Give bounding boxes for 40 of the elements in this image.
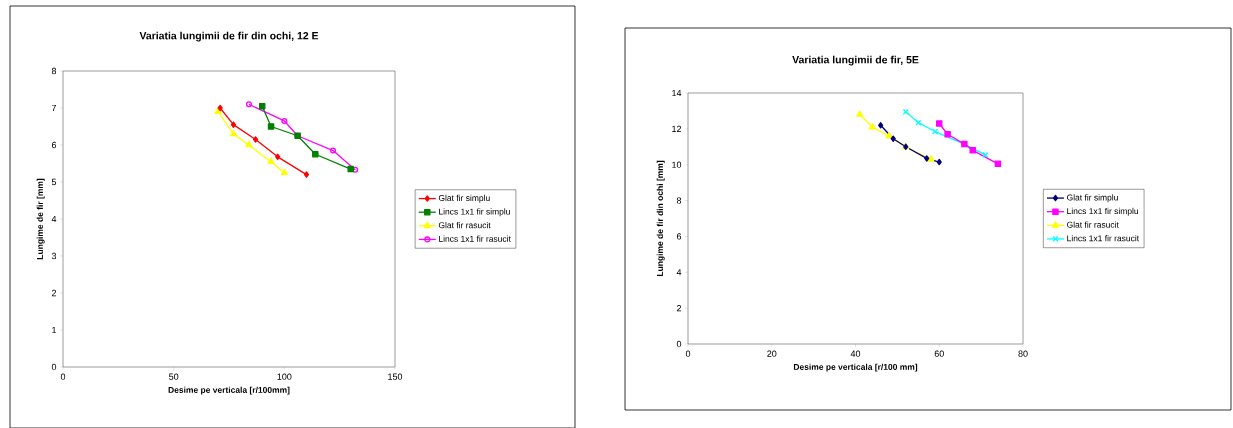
y-tick-label: 4 bbox=[676, 269, 682, 276]
y-axis-title: Lungime de fir [mm] bbox=[36, 178, 45, 260]
x-tick-label: 80 bbox=[1018, 350, 1028, 357]
y-tick-label: 1 bbox=[52, 326, 57, 334]
y-tick-label: 14 bbox=[672, 89, 682, 97]
x-tick-label: 150 bbox=[388, 373, 403, 380]
legend-label: Lincs 1x1 fir simplu bbox=[439, 208, 510, 217]
x-tick-label: 40 bbox=[850, 350, 861, 357]
y-tick-label: 12 bbox=[672, 125, 682, 132]
y-tick-label: 3 bbox=[51, 252, 57, 260]
y-tick-label: 2 bbox=[51, 289, 57, 297]
x-tick-label: 100 bbox=[277, 373, 292, 380]
y-axis-title: Lungime de fir din ochi [mm] bbox=[656, 160, 665, 277]
y-tick-label: 0 bbox=[51, 363, 57, 371]
y-tick-label: 6 bbox=[51, 141, 57, 149]
y-tick-label: 2 bbox=[676, 305, 682, 312]
y-tick-label: 8 bbox=[676, 197, 682, 204]
x-axis-title: Desime pe verticala [r/100 mm] bbox=[793, 363, 918, 372]
legend-label: Glat fir rasucit bbox=[438, 221, 491, 229]
chart-title: Variatia lungimii de fir, 5E bbox=[792, 55, 919, 66]
y-tick-label: 4 bbox=[51, 215, 57, 223]
legend-label: Lincs 1x1 fir simplu bbox=[1067, 207, 1139, 216]
legend-label: Lincs 1x1 fir rasucit bbox=[439, 235, 511, 242]
x-tick-label: 50 bbox=[169, 373, 179, 380]
legend-label: Glat fir simplu bbox=[438, 194, 490, 203]
y-tick-label: 5 bbox=[51, 178, 57, 186]
x-tick-label: 0 bbox=[60, 373, 66, 380]
legend-label: Glat fir rasucit bbox=[1067, 221, 1119, 228]
x-tick-label: 0 bbox=[685, 350, 691, 357]
y-tick-label: 8 bbox=[51, 67, 57, 75]
legend-label: Lincs 1x1 fir rasucit bbox=[1067, 235, 1140, 242]
x-tick-label: 20 bbox=[767, 350, 777, 357]
legend-label: Glat fir simplu bbox=[1067, 194, 1118, 203]
y-tick-label: 6 bbox=[676, 233, 682, 240]
chart-title: Variatia lungimii de fir din ochi, 12 E bbox=[139, 31, 319, 42]
y-tick-label: 0 bbox=[676, 340, 682, 348]
x-axis-title: Desime pe verticala [r/100mm] bbox=[168, 386, 290, 395]
y-tick-label: 10 bbox=[672, 161, 682, 168]
x-tick-label: 60 bbox=[934, 350, 944, 357]
y-tick-label: 7 bbox=[51, 104, 57, 112]
